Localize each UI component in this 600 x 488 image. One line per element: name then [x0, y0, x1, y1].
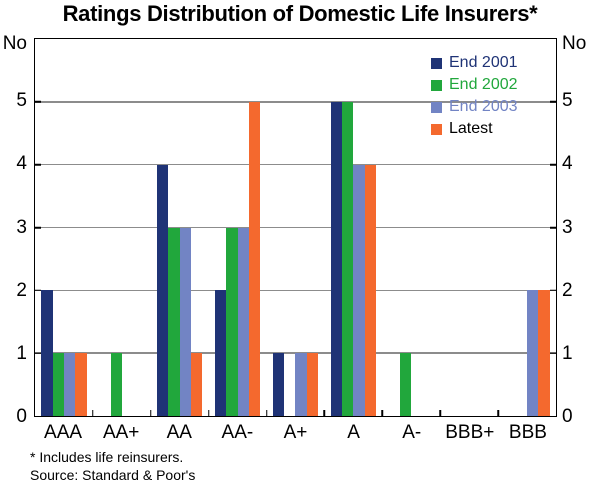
legend-swatch-icon — [431, 101, 442, 113]
y-axis-label-left: 2 — [16, 279, 27, 301]
bar-latest-A — [364, 164, 376, 416]
legend-swatch-icon — [431, 57, 442, 69]
bar-end-2001-AAA — [41, 290, 53, 416]
legend-item: End 2003 — [431, 96, 518, 118]
y-axis-label-left: 1 — [16, 342, 27, 364]
y-axis-tick-right — [550, 226, 556, 229]
gridline — [35, 163, 556, 166]
gridline — [35, 226, 556, 229]
bar-end-2003-BBB — [527, 290, 539, 416]
bar-end-2002-A — [342, 101, 354, 416]
bar-group-AA — [151, 39, 209, 416]
y-axis-tick-right — [550, 163, 556, 166]
x-axis-tick — [497, 410, 499, 416]
bar-end-2003-AAA — [63, 353, 76, 416]
y-axis-tick-left — [35, 289, 41, 292]
footnotes: * Includes life reinsurers. Source: Stan… — [30, 448, 195, 484]
bar-latest-AAA — [75, 353, 87, 416]
x-axis-labels: AAA AA+ AA AA- A+ A A- BBB+ BBB — [34, 421, 557, 445]
y-axis-tick-right — [550, 101, 556, 103]
y-axis-label-left: 5 — [16, 90, 27, 112]
bar-group-A+ — [267, 39, 325, 416]
bar-group-AA- — [209, 39, 267, 416]
legend-swatch-icon — [431, 79, 442, 91]
x-axis-label-BBB: BBB — [508, 422, 547, 443]
x-axis-label-A+: A+ — [283, 422, 308, 443]
bar-end-2003-AA — [179, 227, 191, 416]
bar-end-2003-AA- — [237, 227, 249, 416]
y-axis-label-right: 1 — [562, 342, 573, 364]
y-axis-label-left: 0 — [16, 406, 27, 427]
legend-label: End 2003 — [449, 98, 518, 115]
legend-item: End 2001 — [431, 52, 518, 74]
y-axis-label-right: 5 — [562, 90, 573, 112]
bar-end-2002-AA — [168, 227, 180, 416]
bar-end-2002-A- — [399, 353, 412, 416]
x-axis-label-AA-: AA- — [221, 422, 254, 443]
legend-label: End 2002 — [449, 76, 518, 93]
bar-end-2002-AA+ — [110, 353, 122, 416]
legend-swatch-icon — [431, 123, 442, 135]
legend: End 2001 End 2002 End 2003 Latest — [431, 52, 518, 140]
y-axis-label-left: 3 — [16, 216, 27, 238]
bar-end-2003-A — [353, 164, 365, 416]
bar-end-2002-AA- — [226, 227, 238, 416]
y-axis-tick-left — [35, 226, 41, 229]
bar-group-AA+ — [93, 39, 151, 416]
x-axis-label-BBB+: BBB+ — [445, 422, 495, 443]
footnote-text: * Includes life reinsurers. — [30, 449, 184, 465]
y-axis-tick-right — [550, 352, 556, 354]
y-axis-label-right: 3 — [562, 216, 573, 238]
bar-end-2001-AA- — [215, 290, 227, 416]
bar-end-2001-AA — [157, 164, 169, 416]
bar-end-2001-A+ — [272, 353, 285, 416]
y-axis-unit-right: No — [562, 33, 587, 54]
x-axis-label-A: A — [347, 422, 360, 443]
legend-item: End 2002 — [431, 74, 518, 96]
chart-title: Ratings Distribution of Domestic Life In… — [62, 1, 538, 26]
bar-group-A- — [382, 39, 440, 416]
y-axis-label-right: 2 — [562, 279, 573, 301]
x-axis-tick — [207, 410, 210, 416]
source-text: Source: Standard & Poor's — [30, 467, 196, 483]
y-axis-unit-left: No — [2, 33, 27, 54]
bar-group-BBB — [498, 39, 556, 416]
y-axis-label-left: 4 — [16, 153, 27, 175]
bar-end-2002-AAA — [52, 353, 64, 416]
x-axis-label-AA+: AA+ — [102, 422, 140, 443]
bar-end-2003-A+ — [295, 353, 307, 416]
gridline — [35, 289, 556, 292]
gridline — [35, 101, 556, 103]
bar-end-2001-A — [330, 101, 343, 416]
legend-label: End 2001 — [449, 54, 518, 71]
bar-latest-BBB — [538, 290, 550, 416]
y-axis-label-right: 0 — [562, 406, 573, 427]
y-axis-tick-left — [35, 352, 41, 354]
x-axis-label-AA: AA — [166, 422, 192, 443]
y-axis-tick-left — [35, 163, 41, 166]
legend-item: Latest — [431, 118, 518, 140]
bar-group-AAA — [35, 39, 93, 416]
plot-area: End 2001 End 2002 End 2003 Latest — [34, 38, 557, 417]
legend-label: Latest — [449, 120, 493, 137]
bar-latest-AA- — [248, 101, 261, 416]
x-axis-label-A-: A- — [402, 422, 422, 443]
y-axis-label-right: 4 — [562, 153, 573, 175]
bar-latest-A+ — [306, 353, 319, 416]
bar-group-A — [324, 39, 382, 416]
x-axis-tick — [150, 410, 152, 416]
x-axis-tick — [439, 410, 441, 416]
y-axis-tick-right — [550, 289, 556, 292]
x-axis-label-AAA: AAA — [44, 422, 83, 443]
x-axis-tick — [92, 410, 94, 416]
x-axis-tick — [381, 410, 384, 416]
x-axis-tick — [265, 410, 268, 416]
x-axis-tick — [323, 410, 326, 416]
bar-latest-AA — [190, 353, 203, 416]
y-axis-tick-left — [35, 101, 41, 103]
